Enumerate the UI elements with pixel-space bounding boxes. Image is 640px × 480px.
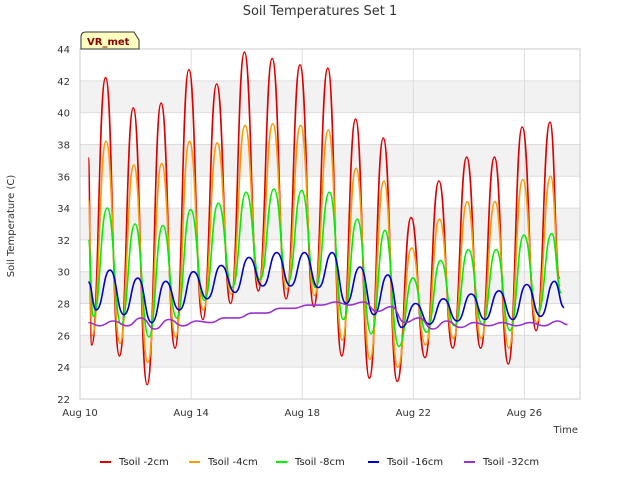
station-badge: VR_met — [80, 31, 140, 50]
badge-label: VR_met — [87, 37, 130, 48]
x-tick-labels: Aug 10 Aug 14 Aug 18 Aug 22 Aug 26 — [62, 408, 542, 419]
y-tick-label: 38 — [57, 140, 70, 151]
x-tick-label: Aug 10 — [62, 408, 97, 419]
y-tick-labels: 22 24 26 28 30 32 34 36 38 40 42 44 — [57, 45, 70, 406]
y-tick-label: 26 — [57, 331, 70, 342]
y-tick-label: 40 — [57, 109, 70, 120]
y-tick-label: 32 — [57, 236, 70, 247]
series-line-tsoil-32cm — [88, 301, 568, 330]
legend-label: Tsoil -8cm — [294, 457, 345, 468]
y-tick-label: 34 — [57, 204, 70, 215]
x-tick-label: Aug 18 — [285, 408, 320, 419]
plot-band — [80, 271, 580, 304]
x-tick-label: Aug 14 — [173, 408, 208, 419]
plot-band — [80, 335, 580, 368]
legend-label: Tsoil -16cm — [386, 457, 443, 468]
axes — [79, 48, 581, 400]
series-line-tsoil-2cm — [87, 51, 561, 386]
x-tick-label: Aug 22 — [396, 408, 431, 419]
y-tick-label: 36 — [57, 172, 70, 183]
y-tick-label: 24 — [57, 363, 70, 374]
plot-band — [80, 144, 580, 177]
plot-frame — [79, 48, 581, 400]
series-line-tsoil-4cm — [87, 122, 562, 369]
legend-label: Tsoil -4cm — [207, 457, 258, 468]
legend-label: Tsoil -32cm — [482, 457, 539, 468]
chart-title: Soil Temperatures Set 1 — [243, 4, 398, 19]
y-axis-label: Soil Temperature (C) — [6, 175, 17, 278]
legend-label: Tsoil -2cm — [118, 457, 169, 468]
y-tick-label: 22 — [57, 395, 70, 406]
plot-background — [80, 80, 580, 368]
x-axis-label: Time — [553, 425, 578, 436]
y-tick-label: 44 — [57, 45, 70, 56]
badge-shape — [80, 31, 140, 50]
series-line-tsoil-16cm — [87, 251, 565, 329]
series-lines — [87, 51, 568, 386]
x-tick-label: Aug 26 — [507, 408, 542, 419]
y-tick-label: 28 — [57, 300, 70, 311]
y-tick-label: 42 — [57, 77, 70, 88]
series-line-tsoil-8cm — [87, 188, 563, 348]
legend: Tsoil -2cm Tsoil -4cm Tsoil -8cm Tsoil -16c… — [100, 457, 539, 468]
plot-band — [80, 208, 580, 240]
y-tick-label: 30 — [57, 268, 70, 279]
